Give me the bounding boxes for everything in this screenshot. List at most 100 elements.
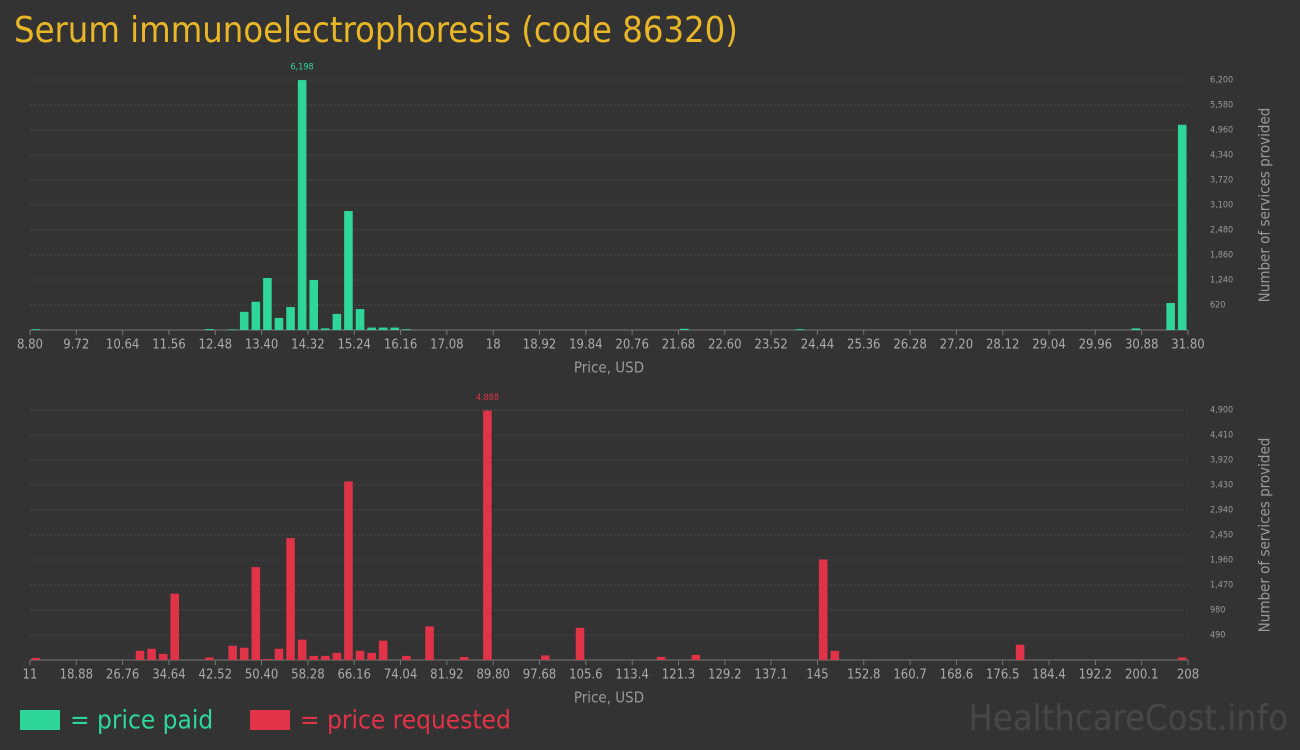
bar: [263, 277, 272, 330]
bar: [251, 567, 261, 660]
y-tick-label: 4,340: [1210, 151, 1233, 161]
bar: [483, 410, 492, 660]
x-tick-label: 11: [23, 668, 38, 683]
bar: [135, 650, 145, 660]
x-tick-label: 18.88: [60, 668, 93, 683]
bar: [575, 627, 585, 660]
x-tick-label: 105.6: [569, 668, 602, 683]
bar: [367, 652, 376, 660]
y-tick-label: 490: [1210, 631, 1225, 641]
x-tick-label: 27.20: [940, 338, 973, 353]
bar: [31, 329, 41, 330]
bar: [459, 656, 469, 660]
bar: [679, 328, 689, 330]
x-tick-label: 34.64: [152, 668, 185, 683]
bar: [402, 655, 411, 660]
x-tick-label: 22.60: [708, 338, 741, 353]
y-tick-label: 4,960: [1210, 126, 1233, 136]
y-tick-label: 2,480: [1210, 226, 1233, 236]
x-axis-title: Price, USD: [574, 689, 644, 707]
bar: [332, 313, 342, 330]
x-tick-label: 184.4: [1032, 668, 1065, 683]
y-axis-title: Number of services provided: [1256, 108, 1274, 303]
bar: [309, 280, 318, 330]
x-tick-label: 97.68: [523, 668, 556, 683]
y-tick-label: 2,940: [1210, 506, 1233, 516]
bar: [367, 327, 376, 330]
bar: [355, 309, 365, 330]
y-tick-label: 3,920: [1210, 456, 1233, 466]
x-tick-label: 89.80: [476, 668, 509, 683]
y-tick-label: 3,100: [1210, 201, 1233, 211]
bar: [378, 640, 388, 660]
bar: [1177, 657, 1187, 660]
x-tick-label: 28.12: [986, 338, 1019, 353]
legend-label: = price paid: [70, 706, 213, 736]
x-tick-label: 58.28: [291, 668, 324, 683]
y-axis-title: Number of services provided: [1256, 438, 1274, 633]
x-tick-label: 121.3: [662, 668, 695, 683]
y-tick-label: 5,580: [1210, 101, 1233, 111]
x-tick-label: 208: [1177, 668, 1199, 683]
x-tick-label: 18: [486, 338, 501, 353]
y-tick-label: 1,960: [1210, 556, 1233, 566]
value-label: 6,198: [291, 63, 314, 73]
bar: [158, 653, 168, 660]
x-tick-label: 17.08: [430, 338, 463, 353]
x-tick-label: 152.8: [847, 668, 880, 683]
bar: [355, 650, 365, 660]
x-axis-title: Price, USD: [574, 359, 644, 377]
bar: [818, 559, 828, 660]
x-tick-label: 168.6: [940, 668, 973, 683]
bar: [425, 626, 434, 660]
bar: [1015, 644, 1025, 660]
bar: [228, 645, 237, 660]
bar: [31, 657, 41, 660]
x-tick-label: 9.72: [63, 338, 89, 353]
bar: [147, 648, 156, 660]
x-tick-label: 24.44: [801, 338, 834, 353]
x-tick-label: 29.96: [1079, 338, 1112, 353]
bar: [274, 648, 284, 660]
bar: [390, 327, 400, 330]
x-tick-label: 31.80: [1171, 338, 1204, 353]
x-tick-label: 200.1: [1125, 668, 1158, 683]
y-tick-label: 4,410: [1210, 431, 1233, 441]
x-tick-label: 10.64: [106, 338, 139, 353]
y-tick-label: 620: [1210, 301, 1225, 311]
x-tick-label: 192.2: [1079, 668, 1112, 683]
y-tick-label: 3,720: [1210, 176, 1233, 186]
legend-label: = price requested: [300, 706, 511, 736]
x-tick-label: 81.92: [430, 668, 463, 683]
bar: [251, 301, 261, 330]
bar: [321, 655, 330, 660]
bar: [321, 328, 330, 330]
bar: [344, 481, 353, 660]
x-tick-label: 129.2: [708, 668, 741, 683]
legend-swatch: [20, 710, 60, 730]
x-tick-label: 23.52: [754, 338, 787, 353]
x-tick-label: 160.7: [893, 668, 926, 683]
x-tick-label: 19.84: [569, 338, 602, 353]
x-tick-label: 137.1: [754, 668, 787, 683]
x-tick-label: 113.4: [615, 668, 648, 683]
x-tick-label: 20.76: [615, 338, 648, 353]
bar: [1177, 124, 1187, 331]
x-tick-label: 11.56: [152, 338, 185, 353]
x-tick-label: 13.40: [245, 338, 278, 353]
chart-title: Serum immunoelectrophoresis (code 86320): [14, 10, 738, 51]
x-tick-label: 16.16: [384, 338, 417, 353]
bar: [541, 655, 550, 660]
y-tick-label: 980: [1210, 606, 1225, 616]
bar: [656, 656, 666, 660]
x-tick-label: 145: [806, 668, 828, 683]
bar: [297, 80, 307, 330]
x-tick-label: 26.28: [893, 338, 926, 353]
bar: [286, 538, 295, 660]
bar: [170, 593, 180, 660]
bar: [239, 647, 249, 660]
bar: [309, 655, 318, 660]
x-tick-label: 14.32: [291, 338, 324, 353]
